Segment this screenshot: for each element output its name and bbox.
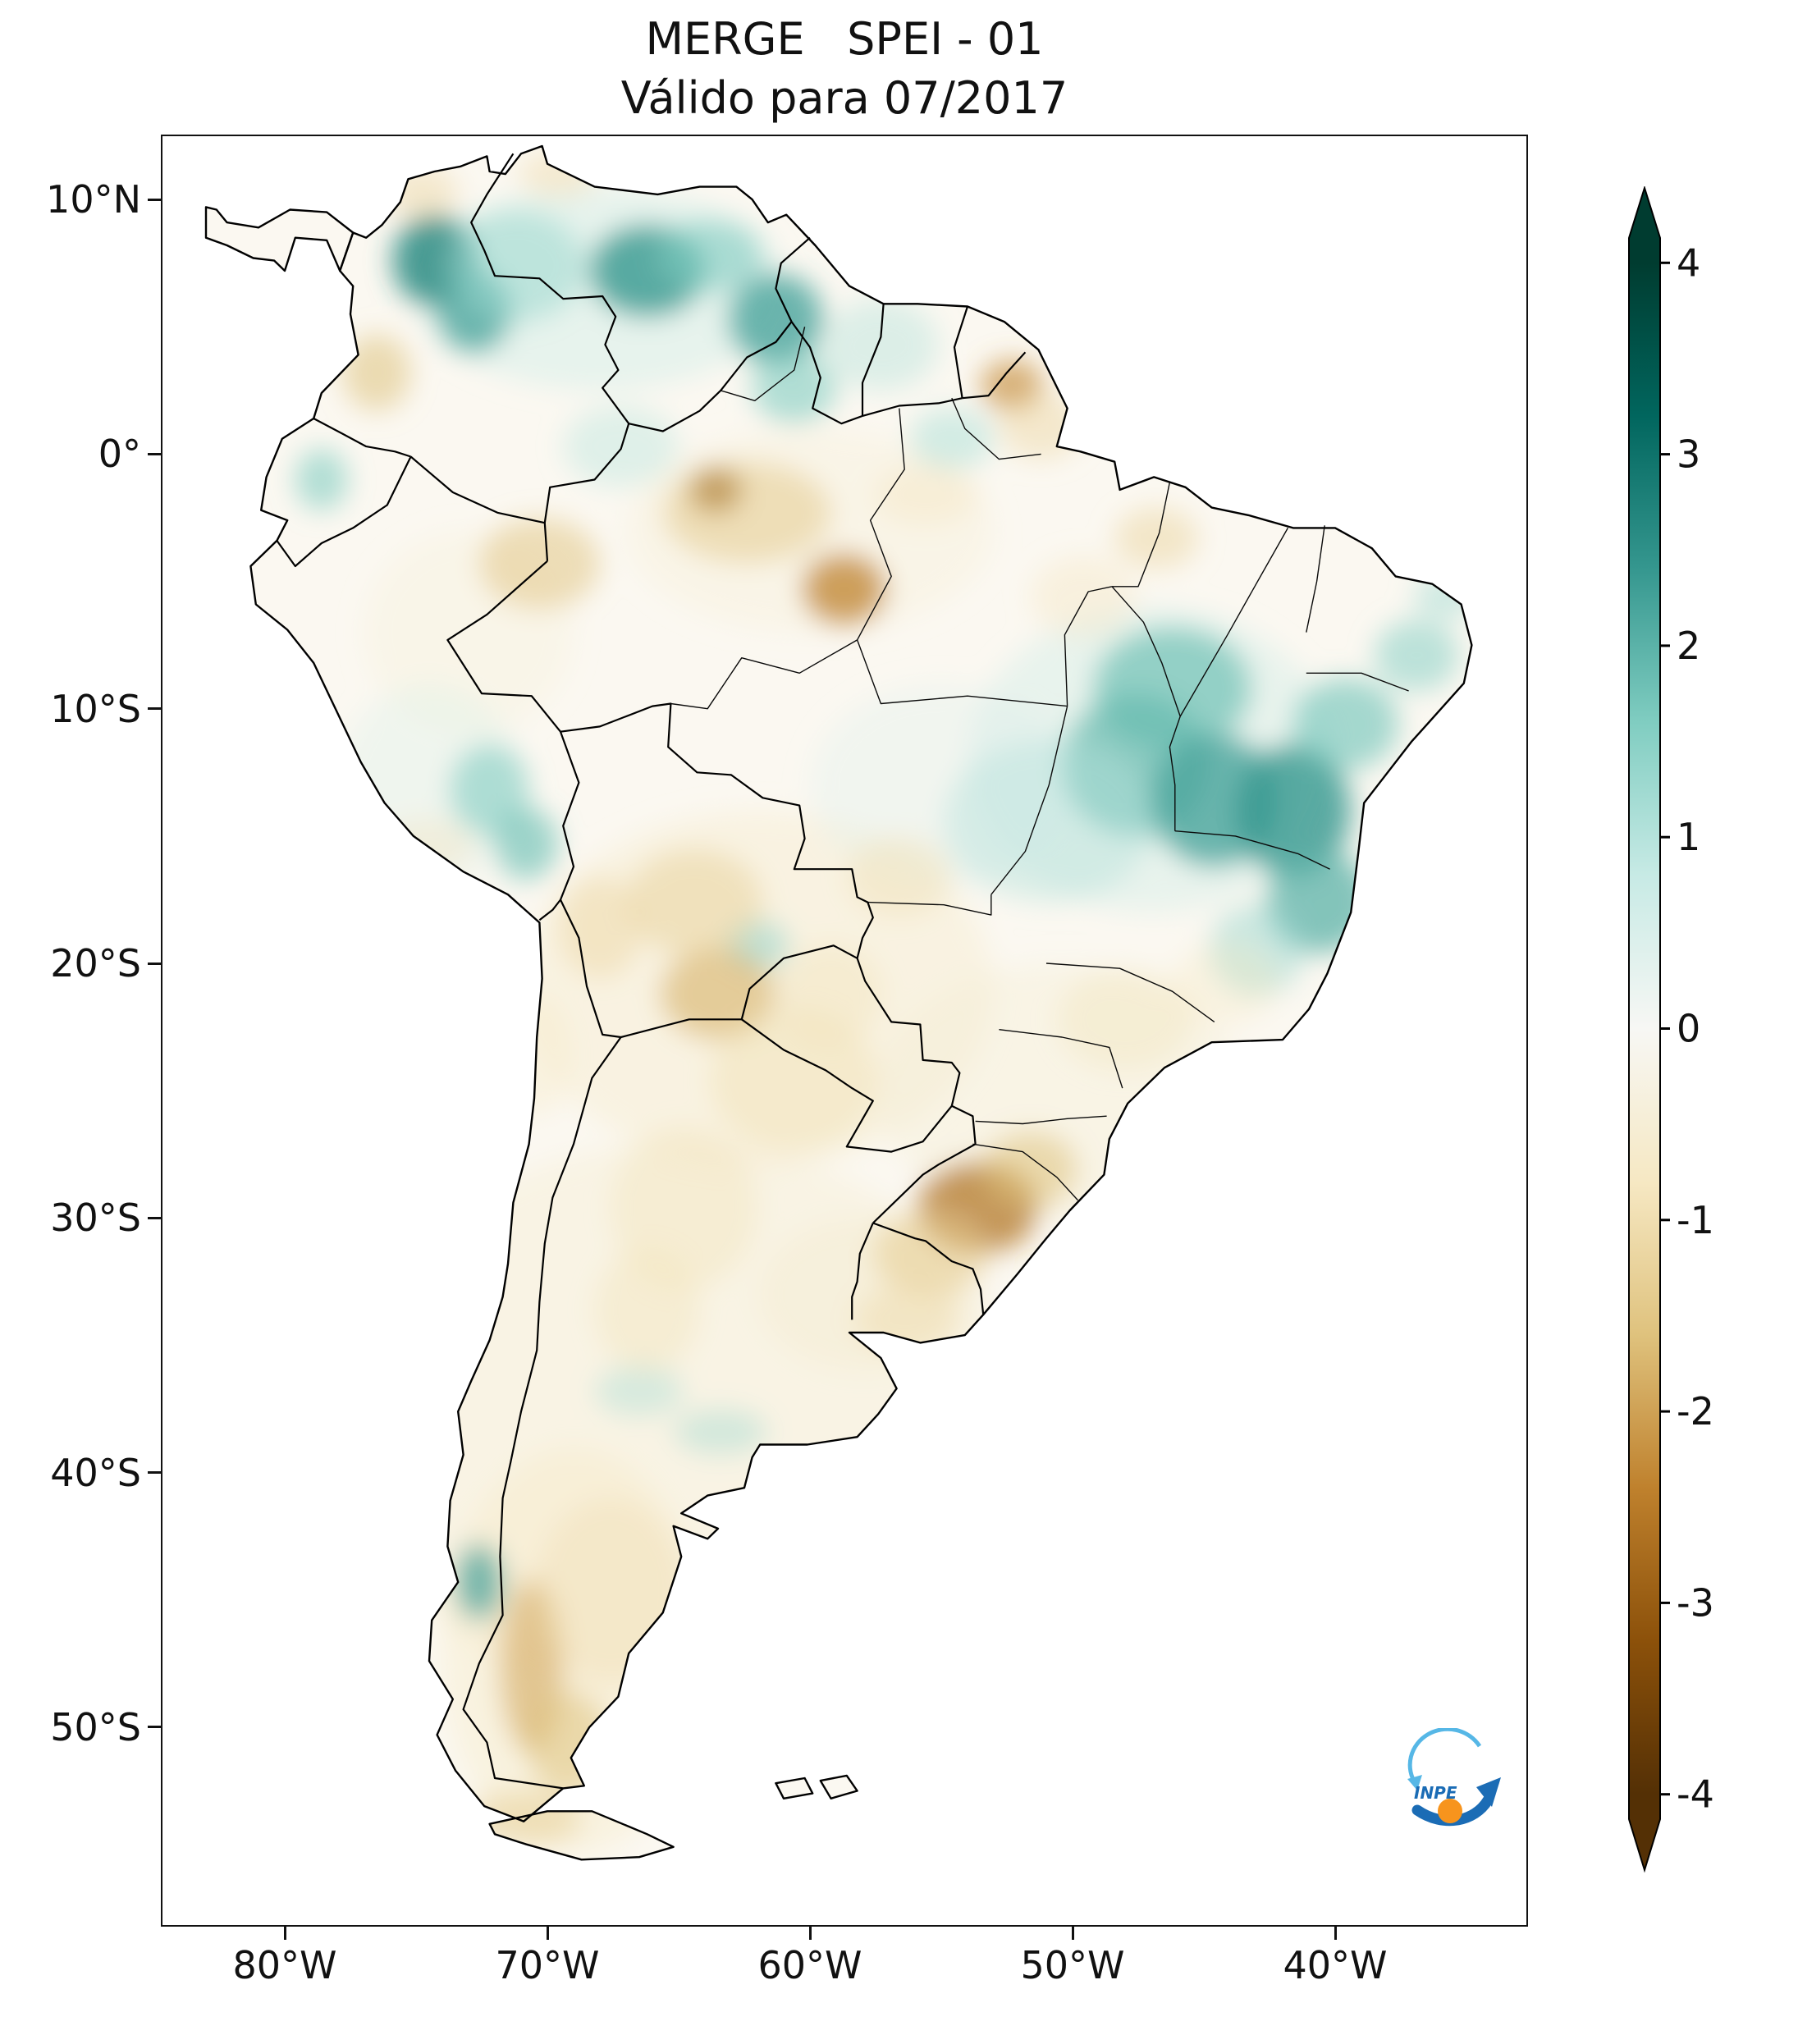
title-block: MERGE SPEI - 01 Válido para 07/2017	[161, 10, 1528, 129]
lon-tick-mark	[546, 1927, 549, 1940]
lat-tick-mark	[148, 452, 161, 455]
inpe-logo: INPE	[1396, 1726, 1519, 1836]
lat-tick-label: 0°	[98, 432, 141, 477]
chart-subtitle: Válido para 07/2017	[620, 72, 1068, 125]
south-america-spei-map	[204, 144, 1473, 1861]
svg-text:-1: -1	[1677, 1198, 1714, 1242]
inpe-logo-text: INPE	[1414, 1783, 1457, 1803]
svg-text:1: 1	[1677, 815, 1700, 859]
lon-tick-mark	[808, 1927, 812, 1940]
lat-tick-mark	[148, 707, 161, 711]
lon-tick-label: 60°W	[757, 1943, 862, 1987]
colorbar-graphic: 4 3 2 1 0 -1 -2 -3 -4	[1628, 185, 1714, 1873]
lon-tick-label: 70°W	[495, 1943, 600, 1987]
inpe-logo-graphic: INPE	[1407, 1726, 1501, 1827]
lon-tick-label: 50°W	[1020, 1943, 1125, 1987]
lon-tick-mark	[283, 1927, 286, 1940]
inpe-logo-arrowhead	[1476, 1777, 1501, 1807]
inpe-logo-thin-arrowhead	[1407, 1775, 1422, 1790]
chart-title: MERGE SPEI - 01	[645, 13, 1044, 65]
inpe-logo-orange-ball	[1438, 1799, 1462, 1823]
lat-tick-mark	[148, 1471, 161, 1475]
lon-tick-label: 80°W	[232, 1943, 337, 1987]
svg-text:3: 3	[1677, 432, 1700, 477]
colorbar: 4 3 2 1 0 -1 -2 -3 -4	[1627, 185, 1775, 1873]
lat-tick-mark	[148, 198, 161, 201]
map-frame: INPE	[161, 135, 1528, 1927]
lat-tick-label: 40°S	[50, 1450, 141, 1495]
svg-text:-2: -2	[1677, 1389, 1714, 1434]
lon-tick-label: 40°W	[1283, 1943, 1388, 1987]
svg-text:0: 0	[1677, 1007, 1700, 1051]
lat-tick-mark	[148, 962, 161, 965]
lon-tick-mark	[1334, 1927, 1337, 1940]
lat-tick-label: 10°N	[46, 177, 141, 222]
lon-tick-mark	[1071, 1927, 1074, 1940]
svg-text:4: 4	[1677, 240, 1700, 285]
lat-tick-label: 20°S	[50, 941, 141, 986]
lat-tick-mark	[148, 1216, 161, 1219]
svg-text:-4: -4	[1677, 1772, 1714, 1817]
lat-tick-label: 30°S	[50, 1196, 141, 1241]
lat-tick-mark	[148, 1726, 161, 1729]
lat-tick-label: 50°S	[50, 1704, 141, 1749]
svg-text:-3: -3	[1677, 1580, 1714, 1625]
svg-text:2: 2	[1677, 624, 1700, 668]
inpe-logo-thin-arc	[1407, 1726, 1482, 1786]
lat-tick-label: 10°S	[50, 686, 141, 731]
